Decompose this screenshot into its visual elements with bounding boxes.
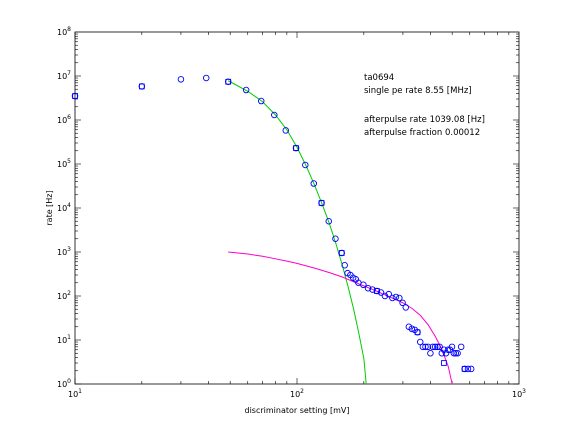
data-point-circle: [452, 349, 460, 357]
data-point-circle: [431, 343, 439, 351]
y-tick-label: 100: [57, 378, 71, 389]
annotation-single-pe-rate: single pe rate 8.55 [MHz]: [364, 86, 472, 96]
data-point-circle: [399, 299, 406, 307]
data-point-circle: [438, 349, 446, 357]
data-point-square: [72, 93, 78, 99]
fit-curves: [227, 80, 453, 385]
data-point-circle: [242, 86, 250, 94]
data-point-circle: [302, 161, 309, 169]
y-tick-label: 106: [57, 114, 71, 125]
data-point-circle: [381, 292, 389, 300]
data-point-circle: [282, 127, 290, 134]
annotation-sample-id: ta0694: [364, 73, 394, 83]
data-point-square: [293, 145, 299, 151]
data-point-circle: [389, 294, 396, 302]
data-point-circle: [271, 111, 278, 119]
data-point-circle: [422, 343, 429, 351]
data-point-circle: [385, 290, 393, 298]
data-point-circle: [427, 349, 434, 357]
data-point-circle: [402, 304, 410, 311]
data-point-circle: [467, 365, 475, 373]
y-axis-label: rate [Hz]: [45, 190, 54, 225]
y-tick-label: 104: [57, 202, 71, 213]
y-tick-label: 101: [57, 334, 71, 345]
data-point-circle: [429, 343, 437, 351]
y-tick-label: 103: [57, 246, 71, 257]
annotation-afterpulse-fraction: afterpulse fraction 0.00012: [364, 128, 480, 138]
x-tick-label: 102: [290, 388, 304, 399]
data-point-circle: [454, 349, 461, 357]
data-point-circle: [436, 343, 443, 351]
data-point-circle: [464, 365, 472, 373]
data-point-circle: [257, 97, 265, 105]
data-point-circle: [396, 294, 403, 302]
data-point-circle: [434, 343, 441, 351]
data-point-circle: [392, 293, 400, 301]
data-point-circle: [364, 285, 372, 292]
data-point-circle: [202, 74, 210, 82]
y-tick-label: 108: [57, 26, 71, 37]
y-tick-label: 107: [57, 70, 71, 81]
fit-curve-3: [228, 251, 453, 385]
fit-curve-2: [227, 80, 367, 385]
data-point-circle: [408, 325, 416, 333]
data-point-circle: [419, 343, 427, 351]
data-point-square: [318, 200, 325, 206]
x-axis-label: discriminator setting [mV]: [244, 406, 349, 415]
x-tick-label: 101: [68, 388, 82, 399]
x-tick-label: 103: [512, 388, 526, 399]
data-point-circle: [448, 343, 456, 351]
data-point-circle: [416, 338, 424, 346]
data-point-circle: [457, 343, 465, 351]
data-point-square: [225, 78, 232, 85]
data-point-circle: [310, 180, 318, 187]
data-point-circle: [450, 349, 458, 357]
data-point-circle: [424, 343, 432, 351]
data-point-circle: [442, 349, 450, 357]
data-point-square: [338, 250, 345, 256]
y-tick-label: 105: [57, 158, 71, 169]
data-point-circle: [369, 286, 376, 293]
data-point-square: [138, 83, 145, 90]
data-point-circle: [332, 235, 339, 243]
data-point-circle: [360, 281, 367, 289]
data-point-circle: [341, 261, 348, 269]
axis-ticks: [74, 32, 519, 385]
data-point-circle: [377, 289, 385, 296]
data-points: [71, 74, 475, 373]
data-point-square: [461, 366, 468, 372]
data-point-square: [374, 288, 380, 294]
data-point-circle: [177, 76, 185, 83]
data-point-square: [414, 329, 421, 336]
data-point-circle: [440, 346, 448, 354]
y-tick-label: 102: [57, 290, 71, 301]
data-point-circle: [325, 217, 332, 225]
data-point-square: [441, 360, 447, 366]
plot-area: [74, 31, 520, 385]
annotation-afterpulse-rate: afterpulse rate 1039.08 [Hz]: [364, 115, 485, 125]
